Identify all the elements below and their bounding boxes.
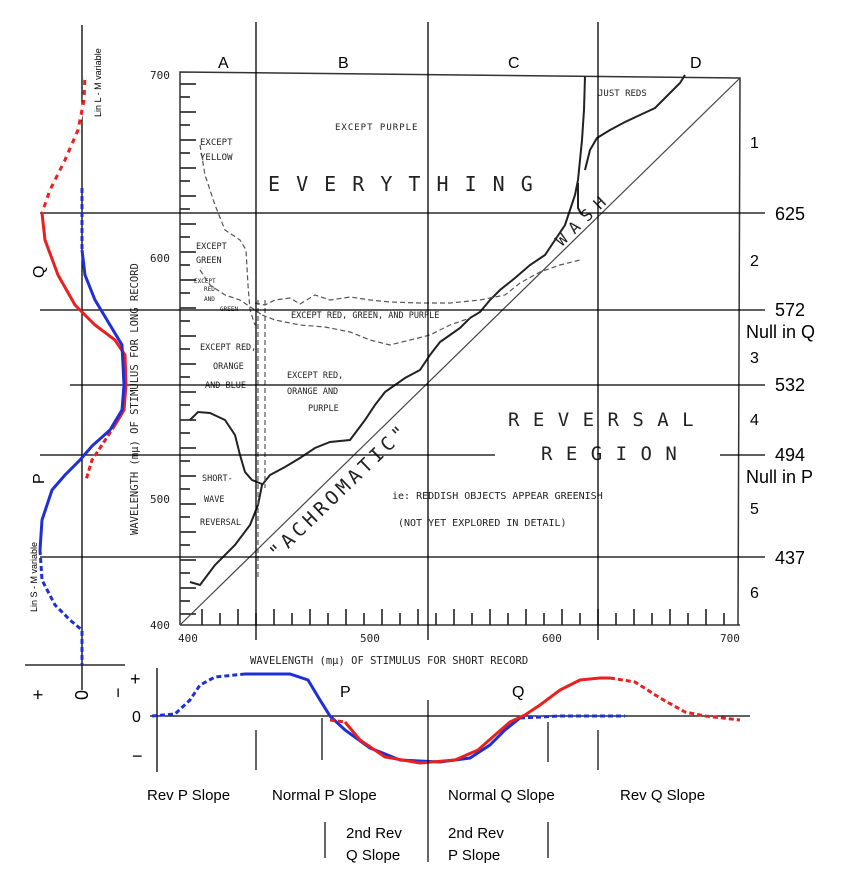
row-number-1: 1: [750, 135, 759, 152]
region-except-rgp: EXCEPT RED, GREEN, AND PURPLE: [291, 311, 439, 321]
boundary-494: 494: [775, 445, 805, 465]
region-just-reds: JUST REDS: [598, 89, 647, 99]
column-label-c: C: [508, 55, 520, 72]
dashed-curves: [199, 144, 581, 580]
second-rev-p-line2: P Slope: [448, 847, 500, 864]
left-p-label: P: [31, 473, 48, 484]
region-except-rop-1: EXCEPT RED,: [287, 371, 343, 381]
boundary-572: 572: [775, 300, 805, 320]
x-tick-600: 600: [542, 632, 562, 645]
region-except-rg-3: AND: [204, 296, 215, 303]
left-q-label: Q: [31, 266, 48, 278]
slope-label-normal-q: Normal Q Slope: [448, 787, 555, 804]
row-number-6: 6: [750, 585, 759, 602]
column-label-b: B: [338, 55, 349, 72]
y-tick-400: 400: [150, 619, 170, 632]
column-label-a: A: [218, 55, 229, 72]
second-rev-q-line1: 2nd Rev: [346, 825, 402, 842]
row-number-2: 2: [750, 253, 759, 270]
boundary-494-note: Null in P: [746, 467, 813, 487]
x-tick-500: 500: [360, 632, 380, 645]
region-except-yellow-1: EXCEPT: [200, 138, 233, 148]
boundary-437: 437: [775, 548, 805, 568]
region-reversal: R E V E R S A L: [508, 409, 695, 431]
region-except-rg-1: EXCEPT: [194, 278, 216, 285]
bottom-p-label: P: [340, 684, 351, 701]
boundary-curves: [189, 74, 686, 587]
row-number-4: 4: [750, 412, 759, 429]
region-except-purple: EXCEPT PURPLE: [335, 123, 418, 133]
overlay-lines: [40, 22, 765, 640]
left-axis-minus: −: [108, 687, 128, 698]
region-except-green-1: EXCEPT: [196, 242, 227, 252]
slope-label-normal-p: Normal P Slope: [272, 787, 377, 804]
y-tick-600: 600: [150, 252, 170, 265]
region-note-1: ie: REDDISH OBJECTS APPEAR GREENISH: [392, 491, 603, 502]
slope-label-rev-p: Rev P Slope: [147, 787, 230, 804]
boundary-572-note: Null in Q: [746, 322, 815, 342]
region-wash: WASH: [552, 187, 616, 250]
slope-label-rev-q: Rev Q Slope: [620, 787, 705, 804]
region-except-rop-3: PURPLE: [308, 404, 339, 414]
main-plot: [179, 71, 741, 626]
left-top-label: Lin L - M variable: [93, 48, 103, 117]
boundary-625: 625: [775, 204, 805, 224]
region-note-2: (NOT YET EXPLORED IN DETAIL): [398, 518, 567, 529]
row-number-3: 3: [750, 350, 759, 367]
boundary-532: 532: [775, 375, 805, 395]
column-label-d: D: [690, 55, 702, 72]
bottom-axis-plus: +: [130, 669, 141, 689]
left-axis-zero: 0: [72, 690, 92, 700]
region-except-green-2: GREEN: [196, 256, 222, 266]
region-short-wave-2: WAVE: [204, 495, 224, 505]
row-number-5: 5: [750, 501, 759, 518]
x-tick-400: 400: [178, 632, 198, 645]
region-everything: E V E R Y T H I N G: [268, 172, 535, 196]
region-except-rop-2: ORANGE AND: [287, 387, 338, 397]
second-rev-p-line1: 2nd Rev: [448, 825, 504, 842]
bottom-panel: [150, 668, 750, 862]
region-short-wave-3: REVERSAL: [200, 518, 241, 528]
x-tick-700: 700: [720, 632, 740, 645]
x-axis-label: WAVELENGTH (mμ) OF STIMULUS FOR SHORT RE…: [250, 655, 528, 667]
y-tick-700: 700: [150, 69, 170, 82]
bottom-axis-zero: 0: [132, 709, 141, 726]
region-except-rob-2: ORANGE: [213, 362, 244, 372]
region-region: R E G I O N: [541, 443, 678, 465]
region-except-rob-3: AND BLUE: [205, 381, 246, 391]
y-axis-label: WAVELENGTH (mμ) OF STIMULUS FOR LONG REC…: [129, 263, 141, 535]
region-except-rg-2: RED: [204, 286, 215, 293]
second-rev-q-line2: Q Slope: [346, 847, 400, 864]
left-panel: [25, 25, 128, 690]
bottom-axis-minus: −: [132, 746, 143, 766]
y-tick-500: 500: [150, 493, 170, 506]
region-except-rob-1: EXCEPT RED,: [200, 343, 256, 353]
region-except-yellow-2: YELLOW: [200, 153, 233, 163]
left-axis-plus: +: [28, 689, 48, 700]
bottom-q-label: Q: [512, 684, 524, 701]
region-short-wave-1: SHORT-: [202, 474, 233, 484]
left-bottom-label: Lin S - M variable: [29, 542, 39, 612]
